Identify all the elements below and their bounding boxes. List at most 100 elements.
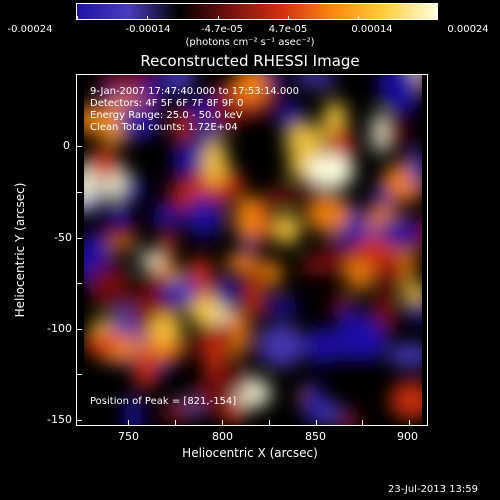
x-axis-tick bbox=[316, 420, 317, 426]
heatmap-cell bbox=[389, 380, 422, 421]
chart-title: Reconstructed RHESSI Image bbox=[140, 52, 360, 70]
heatmap-cell bbox=[138, 251, 165, 268]
heatmap-cell bbox=[202, 331, 225, 374]
heatmap-cell bbox=[305, 194, 350, 234]
heatmap-svg bbox=[84, 74, 422, 426]
heatmap-cell bbox=[123, 176, 144, 204]
x-axis-tick bbox=[128, 420, 129, 426]
heatmap-cell bbox=[300, 253, 325, 278]
heatmap-cell bbox=[214, 278, 239, 309]
heatmap-cell bbox=[84, 163, 98, 207]
heatmap-cell bbox=[98, 224, 139, 243]
y-tick-label: -150 bbox=[47, 413, 72, 426]
colorbar-tick bbox=[358, 16, 359, 20]
colorbar-tick-label: -0.00024 bbox=[7, 24, 53, 35]
heatmap-cell bbox=[257, 323, 305, 368]
colorbar-tick bbox=[77, 16, 78, 20]
x-tick-label: 750 bbox=[118, 430, 139, 443]
y-tick-label: -100 bbox=[47, 322, 72, 335]
heatmap-cell bbox=[272, 212, 301, 246]
x-tick-label: 900 bbox=[397, 430, 418, 443]
heatmap-cell bbox=[301, 381, 324, 422]
heatmap-cell bbox=[284, 122, 326, 162]
heatmap-cell bbox=[340, 407, 360, 426]
y-axis-tick bbox=[76, 374, 82, 375]
heatmap-cell bbox=[352, 237, 395, 267]
heatmap-cell bbox=[202, 139, 229, 185]
heatmap-cell bbox=[142, 279, 163, 306]
x-axis-tick bbox=[175, 420, 176, 426]
y-axis-tick bbox=[76, 329, 82, 330]
heatmap-cell bbox=[296, 74, 314, 88]
x-axis-tick bbox=[409, 420, 410, 426]
heatmap-cell bbox=[89, 263, 132, 310]
heatmap-cell bbox=[195, 371, 234, 415]
heatmap-cell bbox=[224, 253, 263, 272]
heatmap-cell bbox=[84, 332, 116, 356]
colorbar-gradient bbox=[77, 4, 437, 19]
colorbar-tick-label: -4.7e-05 bbox=[201, 24, 243, 35]
heatmap-cell bbox=[384, 116, 407, 150]
heatmap-cell bbox=[164, 74, 196, 94]
heatmap-cell bbox=[233, 195, 265, 242]
heatmap-cell bbox=[305, 154, 353, 186]
heatmap-image bbox=[84, 74, 422, 426]
y-axis-tick bbox=[76, 238, 82, 239]
heatmap-cell bbox=[160, 283, 182, 301]
heatmap-cell bbox=[172, 142, 205, 177]
x-tick-label: 850 bbox=[305, 430, 326, 443]
y-tick-label: -50 bbox=[54, 231, 72, 244]
x-axis-tick bbox=[362, 420, 363, 426]
heatmap-cell bbox=[105, 74, 147, 88]
colorbar-units: (photons cm⁻² s⁻¹ asec⁻²) bbox=[185, 37, 315, 48]
colorbar-tick-label: 4.7e-05 bbox=[268, 24, 308, 35]
colorbar bbox=[76, 3, 438, 20]
y-axis-label: Heliocentric Y (arcsec) bbox=[13, 182, 27, 318]
heatmap-cell bbox=[311, 74, 335, 89]
time-range-text: 9-Jan-2007 17:47:40.000 to 17:53:14.000 bbox=[90, 86, 299, 97]
colorbar-tick-label: 0.00024 bbox=[447, 24, 489, 35]
y-axis-tick bbox=[76, 146, 82, 147]
heatmap-cell bbox=[84, 103, 103, 136]
heatmap-cell bbox=[407, 146, 422, 188]
colorbar-tick bbox=[436, 16, 437, 20]
heatmap-cell bbox=[123, 395, 143, 426]
y-tick-label: 0 bbox=[63, 139, 70, 152]
heatmap-cell bbox=[243, 274, 264, 320]
y-axis-tick bbox=[76, 283, 82, 284]
energy-range-text: Energy Range: 25.0 - 50.0 keV bbox=[90, 110, 243, 121]
heatmap-cell bbox=[172, 116, 193, 142]
heatmap-cell bbox=[402, 281, 422, 305]
colorbar-tick-label: -0.00014 bbox=[125, 24, 171, 35]
heatmap-cell bbox=[262, 259, 283, 288]
x-axis-tick bbox=[269, 420, 270, 426]
heatmap-cell bbox=[278, 100, 303, 132]
heatmap-cell bbox=[229, 362, 250, 395]
heatmap-cell bbox=[186, 194, 223, 239]
heatmap-cell bbox=[87, 147, 120, 181]
heatmap-cell bbox=[371, 111, 388, 155]
x-tick-label: 800 bbox=[212, 430, 233, 443]
peak-position-text: Position of Peak = [821,-154] bbox=[90, 396, 237, 407]
colorbar-tick-label: 0.00014 bbox=[351, 24, 393, 35]
detectors-text: Detectors: 4F 5F 6F 7F 8F 9F 0 bbox=[90, 98, 244, 109]
heatmap-cell bbox=[133, 350, 159, 389]
heatmap-cell bbox=[158, 234, 177, 254]
colorbar-tick bbox=[288, 16, 289, 20]
method-counts-text: Clean Total counts: 1.72E+04 bbox=[90, 122, 238, 133]
heatmap-cell bbox=[160, 401, 191, 423]
heatmap-cell bbox=[387, 343, 422, 367]
heatmap-cell bbox=[107, 202, 131, 231]
heatmap-cell bbox=[334, 323, 376, 362]
heatmap-cell bbox=[266, 297, 299, 317]
heatmap-cell bbox=[84, 232, 109, 266]
timestamp: 23-Jul-2013 13:59 bbox=[388, 484, 479, 495]
x-axis-tick bbox=[222, 420, 223, 426]
heatmap-cell bbox=[147, 314, 184, 343]
colorbar-tick bbox=[147, 16, 148, 20]
colorbar-tick bbox=[218, 16, 219, 20]
heatmap-cell bbox=[318, 241, 352, 278]
x-axis-label: Heliocentric X (arcsec) bbox=[182, 446, 318, 460]
heatmap-cell bbox=[208, 96, 243, 133]
heatmap-cell bbox=[371, 290, 399, 331]
